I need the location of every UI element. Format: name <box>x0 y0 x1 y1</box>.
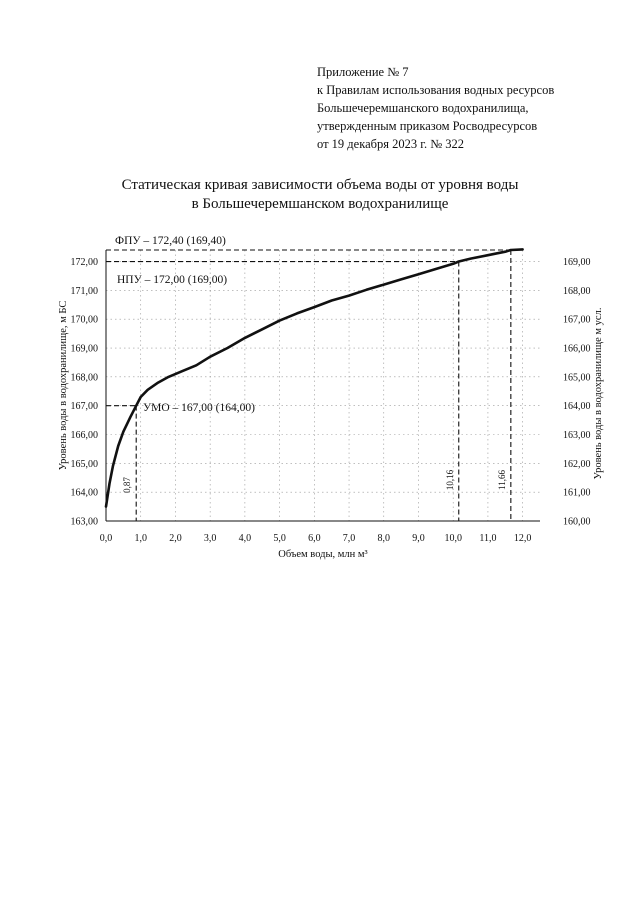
x-tick-label: 12,0 <box>514 533 532 544</box>
x-tick-label: 2,0 <box>169 533 182 544</box>
fpu-volume-label: 11,66 <box>497 470 507 490</box>
chart-title-block: Статическая кривая зависимости объема во… <box>0 176 640 214</box>
y-axis-label-left: Уровень воды в водохранилище, м БС <box>58 301 69 471</box>
y-tick-label-right: 162,00 <box>563 459 591 470</box>
y-tick-label-right: 167,00 <box>563 315 591 326</box>
y-tick-label-right: 166,00 <box>563 344 591 355</box>
y-tick-label-right: 161,00 <box>563 488 591 499</box>
npu-volume-label: 10,16 <box>445 469 455 490</box>
y-tick-label-left: 168,00 <box>71 372 99 383</box>
appendix-line: от 19 декабря 2023 г. № 322 <box>317 137 465 151</box>
y-tick-label-right: 164,00 <box>563 401 591 412</box>
chart-subtitle: в Большечеремшанском водохранилище <box>191 196 449 212</box>
y-tick-label-left: 164,00 <box>71 488 99 499</box>
x-tick-label: 5,0 <box>273 533 286 544</box>
y-axis-label-right: Уровень воды в водохранилище м усл. <box>593 308 604 480</box>
y-tick-label-left: 167,00 <box>71 401 99 412</box>
fpu-label: ФПУ – 172,40 (169,40) <box>115 235 226 247</box>
y-tick-label-right: 169,00 <box>563 257 591 268</box>
y-tick-label-right: 163,00 <box>563 430 591 441</box>
appendix-line: Приложение № 7 <box>317 65 409 79</box>
appendix-line: утвержденным приказом Росводресурсов <box>317 119 538 133</box>
y-tick-label-left: 170,00 <box>71 315 99 326</box>
x-tick-label: 10,0 <box>444 533 462 544</box>
umo-label: УМО – 167,00 (164,00) <box>143 402 255 414</box>
y-tick-label-right: 160,00 <box>563 517 591 528</box>
x-tick-label: 3,0 <box>204 533 217 544</box>
appendix-line: к Правилам использования водных ресурсов <box>317 83 555 97</box>
x-tick-label: 0,0 <box>100 533 113 544</box>
x-tick-label: 1,0 <box>134 533 147 544</box>
x-tick-label: 4,0 <box>239 533 252 544</box>
appendix-header: Приложение № 7 к Правилам использования … <box>317 63 554 153</box>
x-axis-label: Объем воды, млн м³ <box>278 549 367 560</box>
x-tick-label: 6,0 <box>308 533 321 544</box>
y-tick-label-left: 169,00 <box>71 344 99 355</box>
y-tick-label-left: 172,00 <box>71 257 99 268</box>
y-tick-label-right: 165,00 <box>563 372 591 383</box>
y-tick-label-left: 163,00 <box>71 517 99 528</box>
x-tick-label: 8,0 <box>378 533 391 544</box>
y-tick-label-left: 171,00 <box>71 286 99 297</box>
y-tick-label-right: 168,00 <box>563 286 591 297</box>
volume-level-curve <box>104 248 524 508</box>
y-tick-label-left: 165,00 <box>71 459 99 470</box>
chart-title: Статическая кривая зависимости объема во… <box>121 177 519 193</box>
y-tick-label-left: 166,00 <box>71 430 99 441</box>
x-tick-label: 11,0 <box>479 533 496 544</box>
x-tick-label: 9,0 <box>412 533 425 544</box>
x-tick-label: 7,0 <box>343 533 356 544</box>
appendix-line: Большечеремшанского водохранилища, <box>317 101 529 115</box>
npu-label: НПУ – 172,00 (169,00) <box>117 274 227 286</box>
umo-volume-label: 0,87 <box>122 477 132 493</box>
